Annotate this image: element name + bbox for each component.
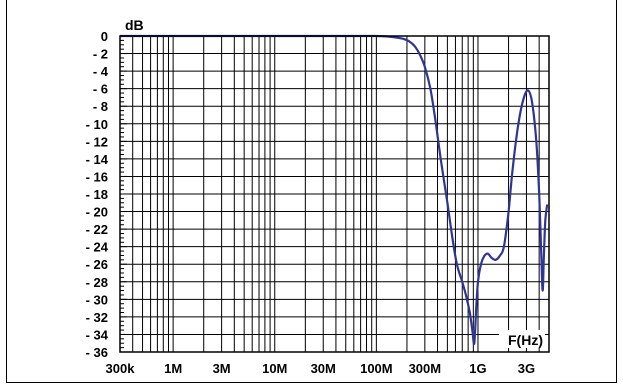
grid <box>120 36 549 352</box>
y-axis-label: dB <box>125 17 144 33</box>
x-tick-label: 3M <box>213 361 231 376</box>
y-tick-label: - 4 <box>93 64 109 79</box>
y-tick-label: - 2 <box>93 47 108 62</box>
y-tick-label: - 8 <box>93 99 108 114</box>
chart-frame <box>6 0 617 383</box>
y-tick-label: - 14 <box>86 152 109 167</box>
x-axis-label: F(Hz) <box>508 332 543 348</box>
x-tick-labels: 300k 1M 3M 10M 30M 100M 300M 1G 3G <box>106 361 536 376</box>
plot-border <box>119 35 550 353</box>
x-tick-label: 30M <box>311 361 336 376</box>
y-tick-label: - 18 <box>86 187 108 202</box>
y-tick-label: - 22 <box>86 222 108 237</box>
x-tick-label: 10M <box>262 361 287 376</box>
series-line <box>120 34 549 346</box>
x-tick-label: 100M <box>360 361 393 376</box>
y-tick-label: - 16 <box>86 169 108 184</box>
y-tick-label: - 10 <box>86 117 108 132</box>
x-tick-label: 3G <box>518 361 535 376</box>
x-tick-label: 300M <box>409 361 442 376</box>
y-tick-label: - 20 <box>86 205 108 220</box>
y-tick-label: - 36 <box>86 345 108 360</box>
y-tick-label: - 12 <box>86 134 108 149</box>
x-tick-label: 1G <box>469 361 486 376</box>
y-tick-label: - 30 <box>86 292 108 307</box>
y-tick-label: 0 <box>101 29 108 44</box>
x-axis-label-background <box>499 330 545 348</box>
y-tick-label: - 34 <box>86 327 109 342</box>
y-tick-label: - 24 <box>86 240 109 255</box>
y-tick-label: - 28 <box>86 275 108 290</box>
y-tick-label: - 26 <box>86 257 108 272</box>
y-tick-label: - 32 <box>86 310 108 325</box>
x-tick-label: 300k <box>106 361 136 376</box>
y-tick-labels: 0 - 2 - 4 - 6 - 8 - 10 - 12 - 14 - 16 - 18 - 20 - 2… <box>86 29 109 360</box>
y-tick-label: - 6 <box>93 82 108 97</box>
x-tick-label: 1M <box>164 361 182 376</box>
